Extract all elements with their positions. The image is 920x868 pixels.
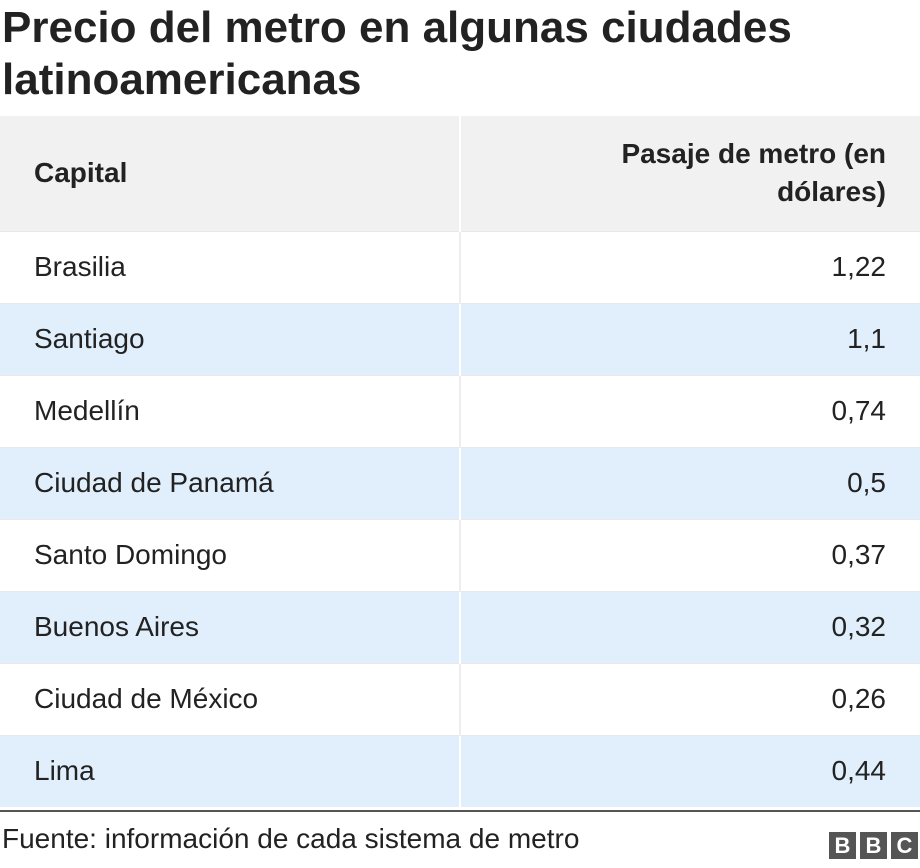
table-body: Brasilia 1,22 Santiago 1,1 Medellín 0,74 Ciuda… xyxy=(0,230,920,807)
capital-cell: Santiago xyxy=(0,302,461,375)
table-row: Medellín 0,74 xyxy=(0,374,920,447)
bbc-logo-block: C xyxy=(891,832,918,859)
fare-cell: 0,32 xyxy=(460,590,920,663)
bbc-logo: B B C xyxy=(829,832,918,859)
bbc-logo-block: B xyxy=(860,832,887,859)
capital-cell: Ciudad de Panamá xyxy=(0,446,461,519)
table-row: Buenos Aires 0,32 xyxy=(0,590,920,663)
capital-cell: Santo Domingo xyxy=(0,518,461,591)
data-table-container: Capital Pasaje de metro (en dólares) Bra… xyxy=(0,116,920,808)
fare-cell: 0,74 xyxy=(460,374,920,447)
source-note: Fuente: información de cada sistema de m… xyxy=(2,823,580,854)
table-row: Lima 0,44 xyxy=(0,734,920,807)
fare-cell: 0,26 xyxy=(460,662,920,735)
data-table: Capital Pasaje de metro (en dólares) Bra… xyxy=(0,116,920,807)
table-row: Ciudad de Panamá 0,5 xyxy=(0,446,920,519)
table-row: Santo Domingo 0,37 xyxy=(0,518,920,591)
fare-cell: 0,5 xyxy=(460,446,920,519)
column-header-fare-label: Pasaje de metro (en dólares) xyxy=(621,138,886,208)
column-header-fare: Pasaje de metro (en dólares) xyxy=(460,116,920,231)
footer-divider xyxy=(0,810,920,812)
capital-cell: Brasilia xyxy=(0,230,461,303)
bbc-logo-block: B xyxy=(829,832,856,859)
capital-cell: Buenos Aires xyxy=(0,590,461,663)
table-row: Santiago 1,1 xyxy=(0,302,920,375)
capital-cell: Lima xyxy=(0,734,461,807)
table-row: Ciudad de México 0,26 xyxy=(0,662,920,735)
capital-cell: Ciudad de México xyxy=(0,662,461,735)
table-header-row: Capital Pasaje de metro (en dólares) xyxy=(0,116,920,231)
chart-title: Precio del metro en algunas ciudades lat… xyxy=(2,3,792,104)
fare-cell: 0,44 xyxy=(460,734,920,807)
capital-cell: Medellín xyxy=(0,374,461,447)
fare-cell: 0,37 xyxy=(460,518,920,591)
table-row: Brasilia 1,22 xyxy=(0,230,920,303)
fare-cell: 1,22 xyxy=(460,230,920,303)
column-header-capital: Capital xyxy=(0,116,461,231)
fare-cell: 1,1 xyxy=(460,302,920,375)
